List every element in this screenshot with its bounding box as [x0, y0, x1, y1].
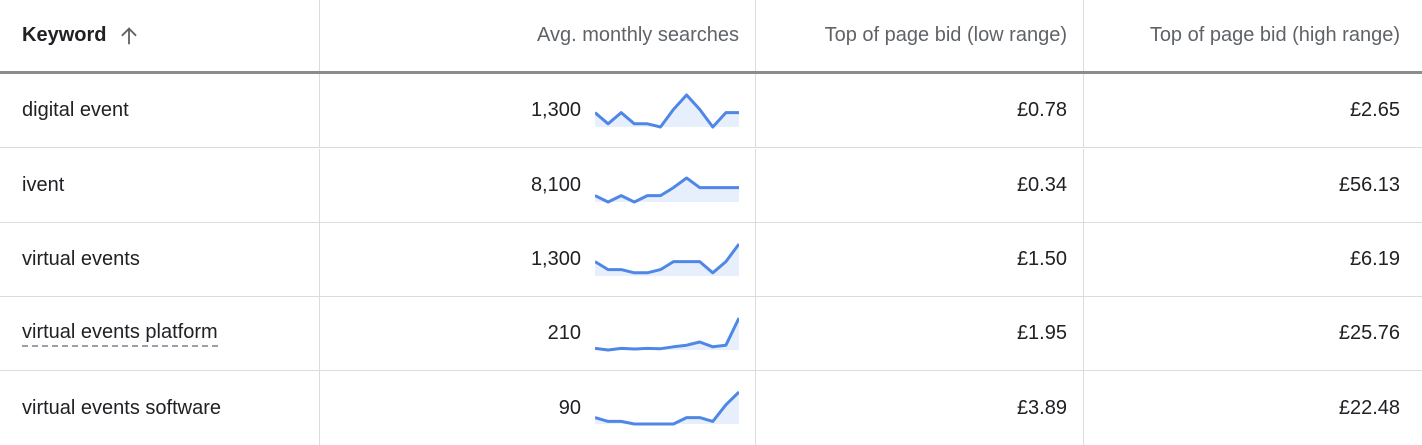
sparkline-line [595, 390, 739, 426]
sparkline-line [595, 316, 739, 351]
searches-value: 8,100 [530, 174, 581, 196]
bid-low-cell: £1.50 [756, 223, 1084, 296]
table-row[interactable]: virtual events 1,300 £1.50 £6.19 [0, 223, 1422, 297]
table-row[interactable]: ivent 8,100 £0.34 £56.13 [0, 149, 1422, 223]
bid-high-cell: £56.13 [1084, 149, 1422, 222]
bid-high-value: £22.48 [1338, 396, 1400, 419]
trend-sparkline[interactable] [595, 166, 739, 206]
bid-low-cell: £1.95 [756, 297, 1084, 370]
table-row[interactable]: digital event 1,300 £0.78 £2.65 [0, 74, 1422, 148]
column-header-bid-high-label: Top of page bid (high range) [1149, 24, 1400, 46]
searches-value: 1,300 [530, 99, 581, 121]
bid-high-value: £25.76 [1338, 322, 1400, 344]
bid-high-value: £56.13 [1338, 174, 1400, 196]
column-header-keyword[interactable]: Keyword [0, 0, 320, 71]
searches-value: 90 [558, 396, 581, 419]
bid-low-cell: £3.89 [756, 371, 1084, 445]
table-row[interactable]: virtual events software 90 £3.89 £22.48 [0, 371, 1422, 445]
trend-sparkline[interactable] [595, 388, 739, 428]
searches-cell: 1,300 [320, 223, 756, 296]
column-header-bid-high[interactable]: Top of page bid (high range) [1084, 0, 1422, 71]
trend-sparkline[interactable] [595, 240, 739, 280]
bid-high-value: £2.65 [1349, 99, 1400, 121]
arrow-up-icon[interactable] [118, 25, 140, 47]
column-header-bid-low-label: Top of page bid (low range) [824, 24, 1067, 46]
searches-value: 1,300 [530, 248, 581, 270]
searches-cell: 210 [320, 297, 756, 370]
trend-sparkline[interactable] [595, 91, 739, 131]
sparkline-line [595, 176, 739, 203]
table-row[interactable]: virtual events platform 210 £1.95 £25.76 [0, 297, 1422, 371]
bid-low-value: £1.50 [1016, 248, 1067, 270]
searches-cell: 8,100 [320, 149, 756, 222]
keyword-cell: digital event [0, 74, 320, 147]
column-header-avg-monthly-searches-label: Avg. monthly searches [537, 24, 739, 46]
column-header-avg-monthly-searches[interactable]: Avg. monthly searches [320, 0, 756, 71]
bid-low-value: £0.34 [1016, 174, 1067, 196]
sparkline-line [595, 242, 739, 274]
bid-low-value: £3.89 [1016, 396, 1067, 419]
bid-high-cell: £25.76 [1084, 297, 1422, 370]
column-header-keyword-label: Keyword [22, 24, 107, 46]
keyword-cell: virtual events software [0, 371, 320, 445]
keyword-text: virtual events software [22, 396, 221, 419]
sparkline-area [595, 177, 739, 202]
sparkline-area [595, 392, 739, 424]
keyword-cell: ivent [0, 149, 320, 222]
sparkline-area [595, 94, 739, 127]
sparkline-area [595, 243, 739, 276]
bid-low-cell: £0.78 [756, 74, 1084, 147]
searches-cell: 1,300 [320, 74, 756, 147]
keyword-text: ivent [22, 174, 65, 196]
column-header-bid-low[interactable]: Top of page bid (low range) [756, 0, 1084, 71]
bid-low-value: £1.95 [1016, 322, 1067, 344]
trend-sparkline[interactable] [595, 314, 739, 354]
sparkline-line [595, 93, 739, 128]
keyword-cell: virtual events [0, 223, 320, 296]
searches-cell: 90 [320, 371, 756, 445]
table-header: Keyword Avg. monthly searches Top of pag… [0, 0, 1422, 74]
keyword-text: digital event [22, 99, 129, 121]
keyword-text: virtual events [22, 248, 140, 270]
searches-value: 210 [547, 322, 581, 344]
bid-high-cell: £6.19 [1084, 223, 1422, 296]
bid-high-value: £6.19 [1349, 248, 1400, 270]
bid-high-cell: £2.65 [1084, 74, 1422, 147]
bid-high-cell: £22.48 [1084, 371, 1422, 445]
keyword-cell: virtual events platform [0, 297, 320, 370]
keyword-text[interactable]: virtual events platform [22, 321, 218, 347]
bid-low-value: £0.78 [1016, 99, 1067, 121]
bid-low-cell: £0.34 [756, 149, 1084, 222]
